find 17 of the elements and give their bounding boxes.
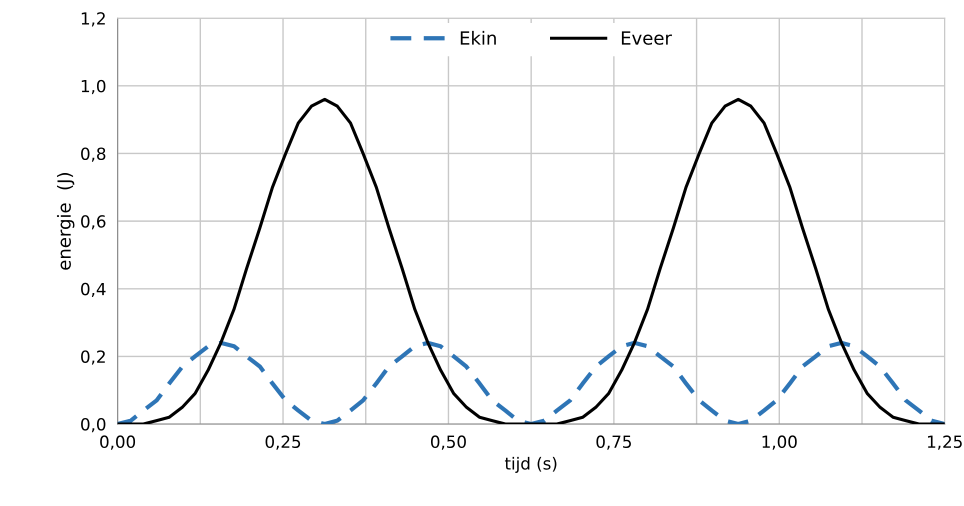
y-axis-title: energie (J) [56,173,74,270]
y-tick-label: 1,2 [82,12,105,26]
legend-label: Eveer [622,31,672,45]
x-tick-label: 0,00 [100,435,136,450]
x-tick-label: 0,50 [430,435,466,450]
x-tick-label: 1,00 [762,435,797,450]
x-tick-label: 0,75 [596,435,631,450]
x-tick-label: 0,25 [266,435,300,450]
legend-label: Ekin [460,30,496,45]
y-tick-label: 0,0 [81,418,106,432]
x-axis-title: tijd (s) [504,456,556,473]
y-tick-label: 0,2 [81,350,105,365]
y-tick-label: 0,6 [81,215,106,230]
y-tick-label: 0,8 [81,147,106,162]
x-tick-label: 1,25 [928,435,962,450]
y-tick-label: 1,0 [82,80,106,94]
y-tick-label: 0,4 [81,282,106,298]
